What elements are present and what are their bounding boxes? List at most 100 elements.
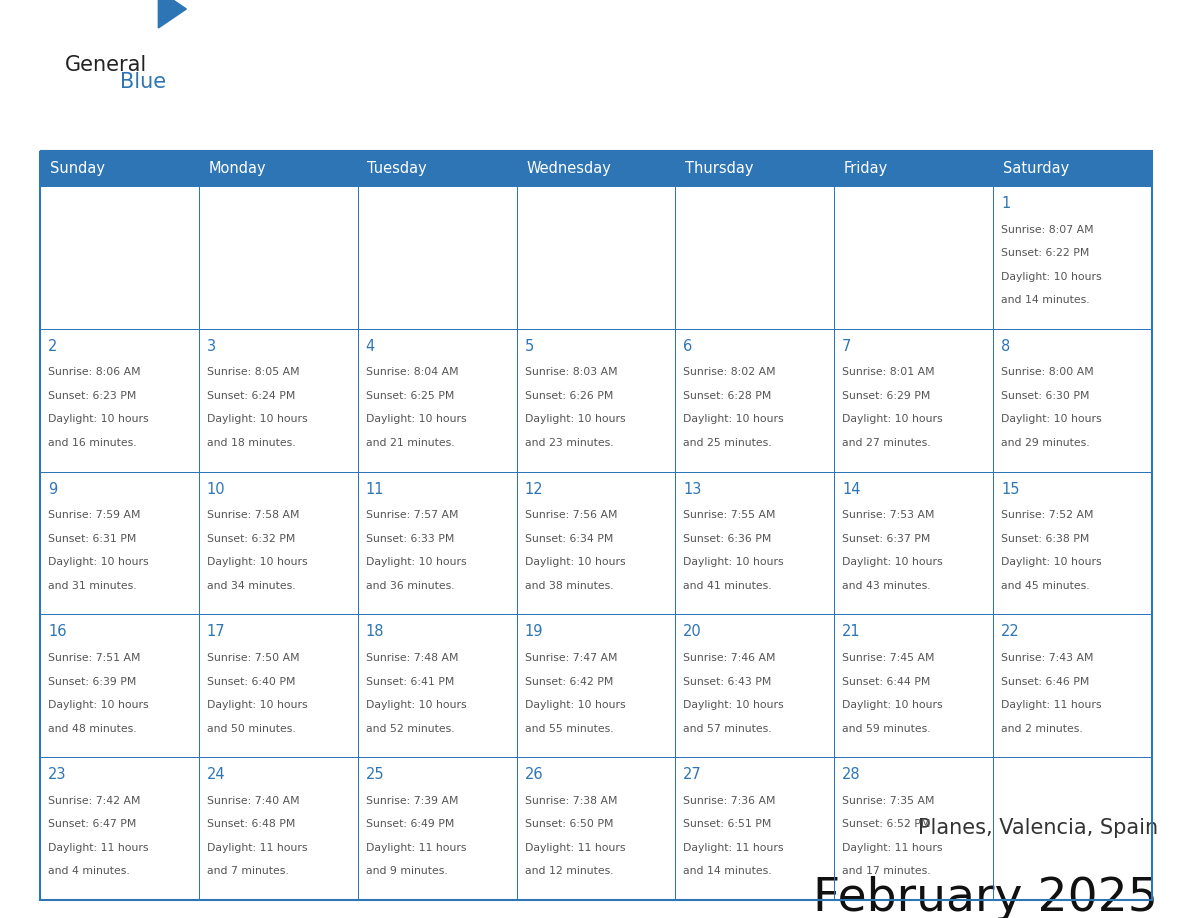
Text: Daylight: 10 hours: Daylight: 10 hours: [1001, 557, 1101, 567]
Text: and 55 minutes.: and 55 minutes.: [525, 723, 613, 733]
Text: 1: 1: [1001, 196, 1010, 211]
Text: Sunset: 6:36 PM: Sunset: 6:36 PM: [683, 533, 772, 543]
Text: and 57 minutes.: and 57 minutes.: [683, 723, 772, 733]
FancyBboxPatch shape: [517, 614, 676, 757]
FancyBboxPatch shape: [676, 329, 834, 472]
FancyBboxPatch shape: [676, 186, 834, 329]
Text: Daylight: 11 hours: Daylight: 11 hours: [1001, 700, 1101, 711]
Text: and 34 minutes.: and 34 minutes.: [207, 581, 296, 591]
FancyBboxPatch shape: [676, 152, 834, 186]
Text: Sunrise: 8:03 AM: Sunrise: 8:03 AM: [525, 367, 617, 377]
Text: Daylight: 10 hours: Daylight: 10 hours: [683, 415, 784, 424]
FancyBboxPatch shape: [198, 472, 358, 614]
FancyBboxPatch shape: [198, 152, 358, 186]
Text: Saturday: Saturday: [1003, 162, 1069, 176]
Text: and 14 minutes.: and 14 minutes.: [683, 867, 772, 877]
Text: Sunset: 6:31 PM: Sunset: 6:31 PM: [48, 533, 137, 543]
Text: Daylight: 11 hours: Daylight: 11 hours: [842, 843, 943, 853]
Text: Sunrise: 7:35 AM: Sunrise: 7:35 AM: [842, 796, 935, 806]
Text: Sunset: 6:50 PM: Sunset: 6:50 PM: [525, 820, 613, 829]
Text: Sunset: 6:22 PM: Sunset: 6:22 PM: [1001, 248, 1089, 258]
Text: 6: 6: [683, 339, 693, 353]
Text: Daylight: 10 hours: Daylight: 10 hours: [207, 700, 308, 711]
Text: and 43 minutes.: and 43 minutes.: [842, 581, 931, 591]
Text: Sunrise: 7:39 AM: Sunrise: 7:39 AM: [366, 796, 459, 806]
Text: Daylight: 10 hours: Daylight: 10 hours: [683, 557, 784, 567]
Text: Sunrise: 7:53 AM: Sunrise: 7:53 AM: [842, 510, 935, 521]
Text: Sunset: 6:32 PM: Sunset: 6:32 PM: [207, 533, 295, 543]
Text: Sunset: 6:43 PM: Sunset: 6:43 PM: [683, 677, 772, 687]
Text: Daylight: 10 hours: Daylight: 10 hours: [48, 415, 148, 424]
Text: Sunset: 6:24 PM: Sunset: 6:24 PM: [207, 391, 295, 401]
Text: and 48 minutes.: and 48 minutes.: [48, 723, 137, 733]
FancyBboxPatch shape: [676, 614, 834, 757]
Text: and 41 minutes.: and 41 minutes.: [683, 581, 772, 591]
Text: and 38 minutes.: and 38 minutes.: [525, 581, 613, 591]
FancyBboxPatch shape: [993, 614, 1152, 757]
Text: 27: 27: [683, 767, 702, 782]
Text: and 12 minutes.: and 12 minutes.: [525, 867, 613, 877]
Text: and 36 minutes.: and 36 minutes.: [366, 581, 454, 591]
FancyBboxPatch shape: [40, 186, 198, 329]
Text: Sunset: 6:51 PM: Sunset: 6:51 PM: [683, 820, 772, 829]
Polygon shape: [158, 0, 187, 28]
Text: Planes, Valencia, Spain: Planes, Valencia, Spain: [918, 818, 1158, 838]
Text: and 9 minutes.: and 9 minutes.: [366, 867, 448, 877]
FancyBboxPatch shape: [993, 152, 1152, 186]
Text: and 17 minutes.: and 17 minutes.: [842, 867, 931, 877]
Text: Daylight: 10 hours: Daylight: 10 hours: [525, 415, 625, 424]
FancyBboxPatch shape: [834, 757, 993, 900]
Text: Sunrise: 8:05 AM: Sunrise: 8:05 AM: [207, 367, 299, 377]
Text: Wednesday: Wednesday: [526, 162, 611, 176]
Text: Daylight: 10 hours: Daylight: 10 hours: [842, 557, 943, 567]
Text: Daylight: 10 hours: Daylight: 10 hours: [525, 557, 625, 567]
Text: 21: 21: [842, 624, 861, 640]
Text: Sunset: 6:25 PM: Sunset: 6:25 PM: [366, 391, 454, 401]
Text: and 50 minutes.: and 50 minutes.: [207, 723, 296, 733]
Text: Daylight: 11 hours: Daylight: 11 hours: [366, 843, 466, 853]
Text: Sunrise: 8:07 AM: Sunrise: 8:07 AM: [1001, 225, 1094, 235]
FancyBboxPatch shape: [198, 757, 358, 900]
Text: 3: 3: [207, 339, 216, 353]
Text: 14: 14: [842, 482, 861, 497]
FancyBboxPatch shape: [517, 329, 676, 472]
Text: 24: 24: [207, 767, 226, 782]
Text: Sunset: 6:49 PM: Sunset: 6:49 PM: [366, 820, 454, 829]
Text: Daylight: 11 hours: Daylight: 11 hours: [207, 843, 308, 853]
Text: Sunset: 6:44 PM: Sunset: 6:44 PM: [842, 677, 930, 687]
FancyBboxPatch shape: [358, 329, 517, 472]
Text: Sunday: Sunday: [50, 162, 105, 176]
Text: 25: 25: [366, 767, 384, 782]
Text: Sunrise: 8:04 AM: Sunrise: 8:04 AM: [366, 367, 459, 377]
Text: and 7 minutes.: and 7 minutes.: [207, 867, 289, 877]
Text: 18: 18: [366, 624, 384, 640]
Text: Daylight: 10 hours: Daylight: 10 hours: [842, 415, 943, 424]
Text: Sunset: 6:29 PM: Sunset: 6:29 PM: [842, 391, 930, 401]
Text: 4: 4: [366, 339, 375, 353]
Text: 23: 23: [48, 767, 67, 782]
FancyBboxPatch shape: [358, 614, 517, 757]
Text: Daylight: 10 hours: Daylight: 10 hours: [366, 557, 466, 567]
Text: and 31 minutes.: and 31 minutes.: [48, 581, 137, 591]
Text: Sunset: 6:47 PM: Sunset: 6:47 PM: [48, 820, 137, 829]
Text: Sunset: 6:48 PM: Sunset: 6:48 PM: [207, 820, 295, 829]
Text: Daylight: 11 hours: Daylight: 11 hours: [48, 843, 148, 853]
Text: Daylight: 10 hours: Daylight: 10 hours: [48, 557, 148, 567]
Text: 10: 10: [207, 482, 226, 497]
FancyBboxPatch shape: [834, 614, 993, 757]
Text: Sunrise: 8:00 AM: Sunrise: 8:00 AM: [1001, 367, 1094, 377]
Text: 17: 17: [207, 624, 226, 640]
Text: Daylight: 10 hours: Daylight: 10 hours: [1001, 272, 1101, 282]
Text: Sunrise: 7:43 AM: Sunrise: 7:43 AM: [1001, 653, 1094, 663]
Text: Sunrise: 7:52 AM: Sunrise: 7:52 AM: [1001, 510, 1094, 521]
Text: Sunset: 6:46 PM: Sunset: 6:46 PM: [1001, 677, 1089, 687]
Text: and 29 minutes.: and 29 minutes.: [1001, 438, 1089, 448]
FancyBboxPatch shape: [993, 757, 1152, 900]
Text: and 21 minutes.: and 21 minutes.: [366, 438, 454, 448]
Text: 11: 11: [366, 482, 384, 497]
Text: Blue: Blue: [120, 72, 166, 92]
Text: 22: 22: [1001, 624, 1019, 640]
Text: and 59 minutes.: and 59 minutes.: [842, 723, 931, 733]
Text: Sunset: 6:34 PM: Sunset: 6:34 PM: [525, 533, 613, 543]
Text: 13: 13: [683, 482, 702, 497]
